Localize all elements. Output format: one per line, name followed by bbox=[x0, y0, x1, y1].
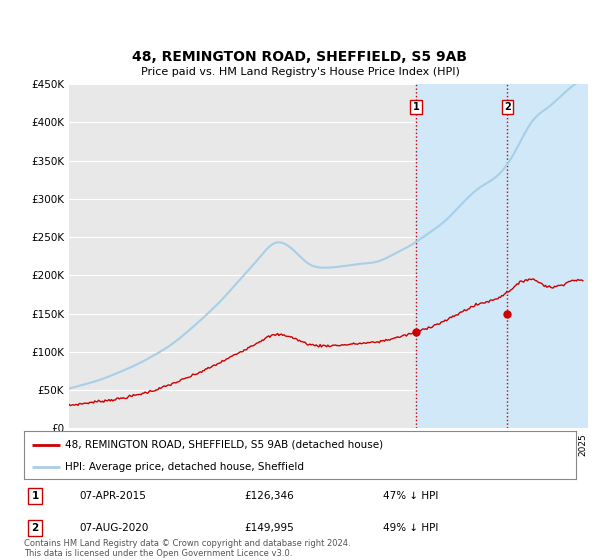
Text: HPI: Average price, detached house, Sheffield: HPI: Average price, detached house, Shef… bbox=[65, 462, 304, 472]
Text: 49% ↓ HPI: 49% ↓ HPI bbox=[383, 523, 438, 533]
Text: 1: 1 bbox=[31, 491, 38, 501]
Bar bbox=[416, 84, 588, 428]
Text: 48, REMINGTON ROAD, SHEFFIELD, S5 9AB (detached house): 48, REMINGTON ROAD, SHEFFIELD, S5 9AB (d… bbox=[65, 440, 383, 450]
Text: 07-APR-2015: 07-APR-2015 bbox=[79, 491, 146, 501]
Text: 07-AUG-2020: 07-AUG-2020 bbox=[79, 523, 149, 533]
Text: Contains HM Land Registry data © Crown copyright and database right 2024.
This d: Contains HM Land Registry data © Crown c… bbox=[24, 539, 350, 558]
Text: 2: 2 bbox=[504, 102, 511, 112]
Text: 1: 1 bbox=[413, 102, 419, 112]
Text: 48, REMINGTON ROAD, SHEFFIELD, S5 9AB: 48, REMINGTON ROAD, SHEFFIELD, S5 9AB bbox=[133, 50, 467, 64]
Text: 2: 2 bbox=[31, 523, 38, 533]
Text: 47% ↓ HPI: 47% ↓ HPI bbox=[383, 491, 438, 501]
Text: £126,346: £126,346 bbox=[245, 491, 295, 501]
Text: £149,995: £149,995 bbox=[245, 523, 295, 533]
Text: Price paid vs. HM Land Registry's House Price Index (HPI): Price paid vs. HM Land Registry's House … bbox=[140, 67, 460, 77]
